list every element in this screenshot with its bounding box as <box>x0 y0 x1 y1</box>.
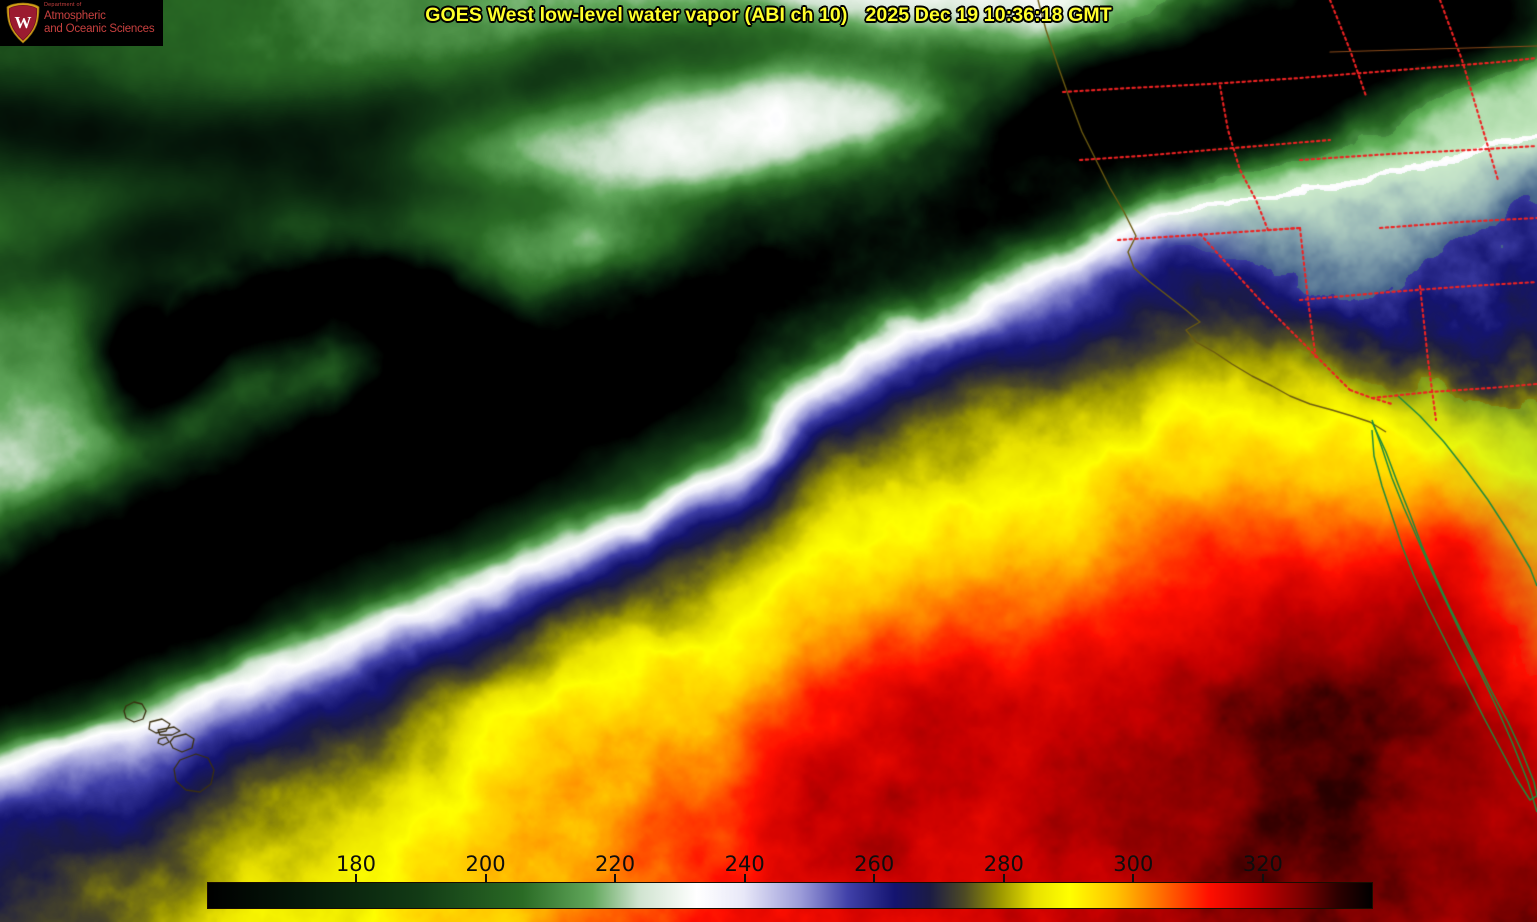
colorbar-tick <box>354 874 357 883</box>
colorbar-tick <box>1132 874 1135 883</box>
colorbar-tick-label: 320 <box>1242 852 1283 876</box>
colorbar-tick <box>1261 874 1264 883</box>
colorbar-tick <box>484 874 487 883</box>
colorbar-tick-label: 260 <box>854 852 895 876</box>
logo-line-2: and Oceanic Sciences <box>44 23 155 36</box>
svg-text:W: W <box>15 13 32 32</box>
colorbar: 180 200 220 240 260 280 300 320 <box>207 852 1373 914</box>
uw-crest-icon: W <box>6 2 40 44</box>
colorbar-tick-marks <box>207 874 1373 884</box>
colorbar-tick <box>873 874 876 883</box>
colorbar-gradient-strip <box>207 882 1373 909</box>
logo-line-1: Atmospheric <box>44 9 106 22</box>
uw-aos-logo[interactable]: W Department of Atmospheric and Oceanic … <box>0 0 163 46</box>
colorbar-tick-label: 180 <box>335 852 377 876</box>
colorbar-tick <box>614 874 617 883</box>
logo-department-line: Department of <box>44 2 82 8</box>
colorbar-tick-label: 280 <box>983 852 1024 876</box>
colorbar-tick <box>1002 874 1005 883</box>
colorbar-tick-label: 240 <box>724 852 765 876</box>
colorbar-tick <box>743 874 746 883</box>
logo-text-block: Department of Atmospheric and Oceanic Sc… <box>44 2 162 37</box>
colorbar-tick-labels: 180 200 220 240 260 280 300 320 <box>207 852 1373 876</box>
colorbar-tick-label: 300 <box>1113 852 1154 876</box>
colorbar-tick-label: 220 <box>595 852 636 876</box>
colorbar-tick-label: 200 <box>465 852 506 876</box>
